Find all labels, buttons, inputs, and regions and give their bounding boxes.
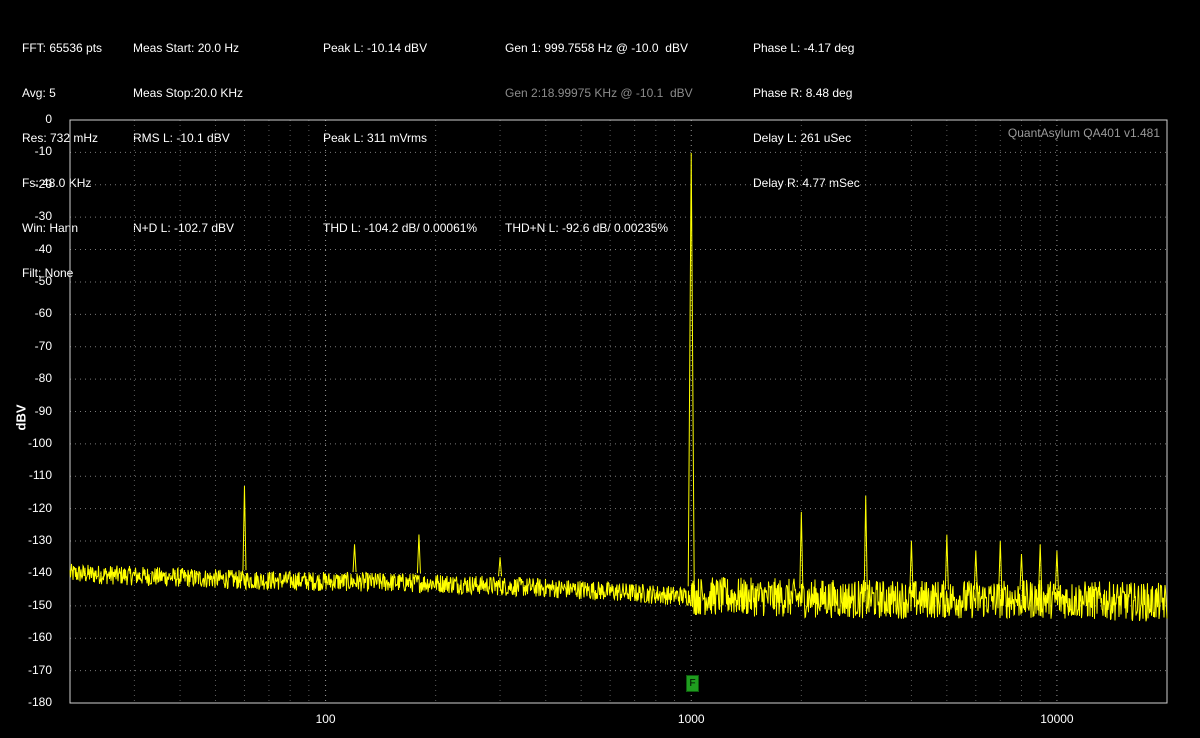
peak-column: Peak L: -10.14 dBV Peak L: 311 mVrms THD… [323,11,477,266]
y-tick-label: -10 [34,144,52,159]
y-tick-label: -110 [28,468,52,483]
y-tick-label: -140 [27,565,52,580]
phase-left: Phase L: -4.17 deg [753,41,855,55]
spectrum-peak [416,534,421,574]
y-tick-label: -40 [34,241,52,256]
y-tick-label: -160 [27,630,52,645]
y-tick-label: -60 [34,306,52,321]
spectrum-peak [799,511,804,589]
thd-left: THD L: -104.2 dB/ 0.00061% [323,221,478,235]
x-tick-label: 10000 [1040,712,1074,726]
generator-2: Gen 2:18.99975 KHz @ -10.1 dBV [505,86,693,100]
x-tick-label: 100 [315,712,336,726]
spectrum-trace [69,563,1168,622]
y-tick-label: -100 [27,435,52,450]
spectrum-peak [973,550,978,590]
sample-rate: Fs: 48.0 KHz [22,176,92,190]
y-tick-label: -150 [27,597,52,612]
y-tick-label: -50 [34,273,52,288]
delay-left: Delay L: 261 uSec [753,131,852,145]
delay-right: Delay R: 4.77 mSec [753,176,860,190]
marker-label: F [689,678,696,689]
spectrum-peaks [242,152,1059,590]
x-tick-label: 1000 [677,712,705,726]
y-tick-label: 0 [45,112,52,126]
spectrum-peak [242,485,247,571]
y-tick-label: -130 [27,533,52,548]
filter: Filt: None [22,266,74,280]
spectrum-peak [1054,550,1059,590]
fundamental-marker[interactable]: F [686,675,699,692]
y-tick-label: -30 [34,209,52,224]
generator-1: Gen 1: 999.7558 Hz @ -10.0 dBV [505,41,688,55]
y-tick-label: -20 [34,176,52,191]
y-tick-label: -70 [34,338,52,353]
window-type: Win: Hann [22,221,79,235]
fft-points: FFT: 65536 pts [22,41,103,55]
y-tick-label: -180 [27,695,52,709]
spectrum-peak [498,557,503,577]
y-tick-label: -90 [34,403,52,418]
spectrum-peak [863,495,868,590]
generator-column: Gen 1: 999.7558 Hz @ -10.0 dBV Gen 2:18.… [505,11,693,266]
peak-left-dbv: Peak L: -10.14 dBV [323,41,428,55]
y-tick-label: -120 [27,500,52,515]
spectrum-peak [1019,553,1024,590]
meas-stop: Meas Stop:20.0 KHz [133,86,244,100]
noise-distortion-left: N+D L: -102.7 dBV [133,221,235,235]
plot-frame [69,119,1168,704]
y-axis-label: dBV [13,404,29,431]
spectrum-peak [909,541,914,590]
fft-settings-column: FFT: 65536 pts Avg: 5 Res: 732 mHz Fs: 4… [22,11,102,311]
y-tick-label: -80 [34,371,52,386]
spectrum-peak [352,544,357,573]
averages: Avg: 5 [22,86,56,100]
meas-start: Meas Start: 20.0 Hz [133,41,240,55]
spectrum-peak [687,152,695,587]
rms-left: RMS L: -10.1 dBV [133,131,230,145]
spectrum-peak [998,541,1003,590]
phase-delay-column: Phase L: -4.17 deg Phase R: 8.48 deg Del… [753,11,860,221]
noise-floor-trace [69,563,1168,622]
app-version-watermark: QuantAsylum QA401 v1.481 [1007,126,1160,140]
spectrum-peak [1038,544,1043,590]
phase-right: Phase R: 8.48 deg [753,86,853,100]
y-tick-label: -170 [27,662,52,677]
peak-left-vrms: Peak L: 311 mVrms [323,131,428,145]
thd-n-left: THD+N L: -92.6 dB/ 0.00235% [505,221,669,235]
spectrum-peak [944,534,949,590]
measurement-column: Meas Start: 20.0 Hz Meas Stop:20.0 KHz R… [133,11,243,266]
resolution: Res: 732 mHz [22,131,99,145]
